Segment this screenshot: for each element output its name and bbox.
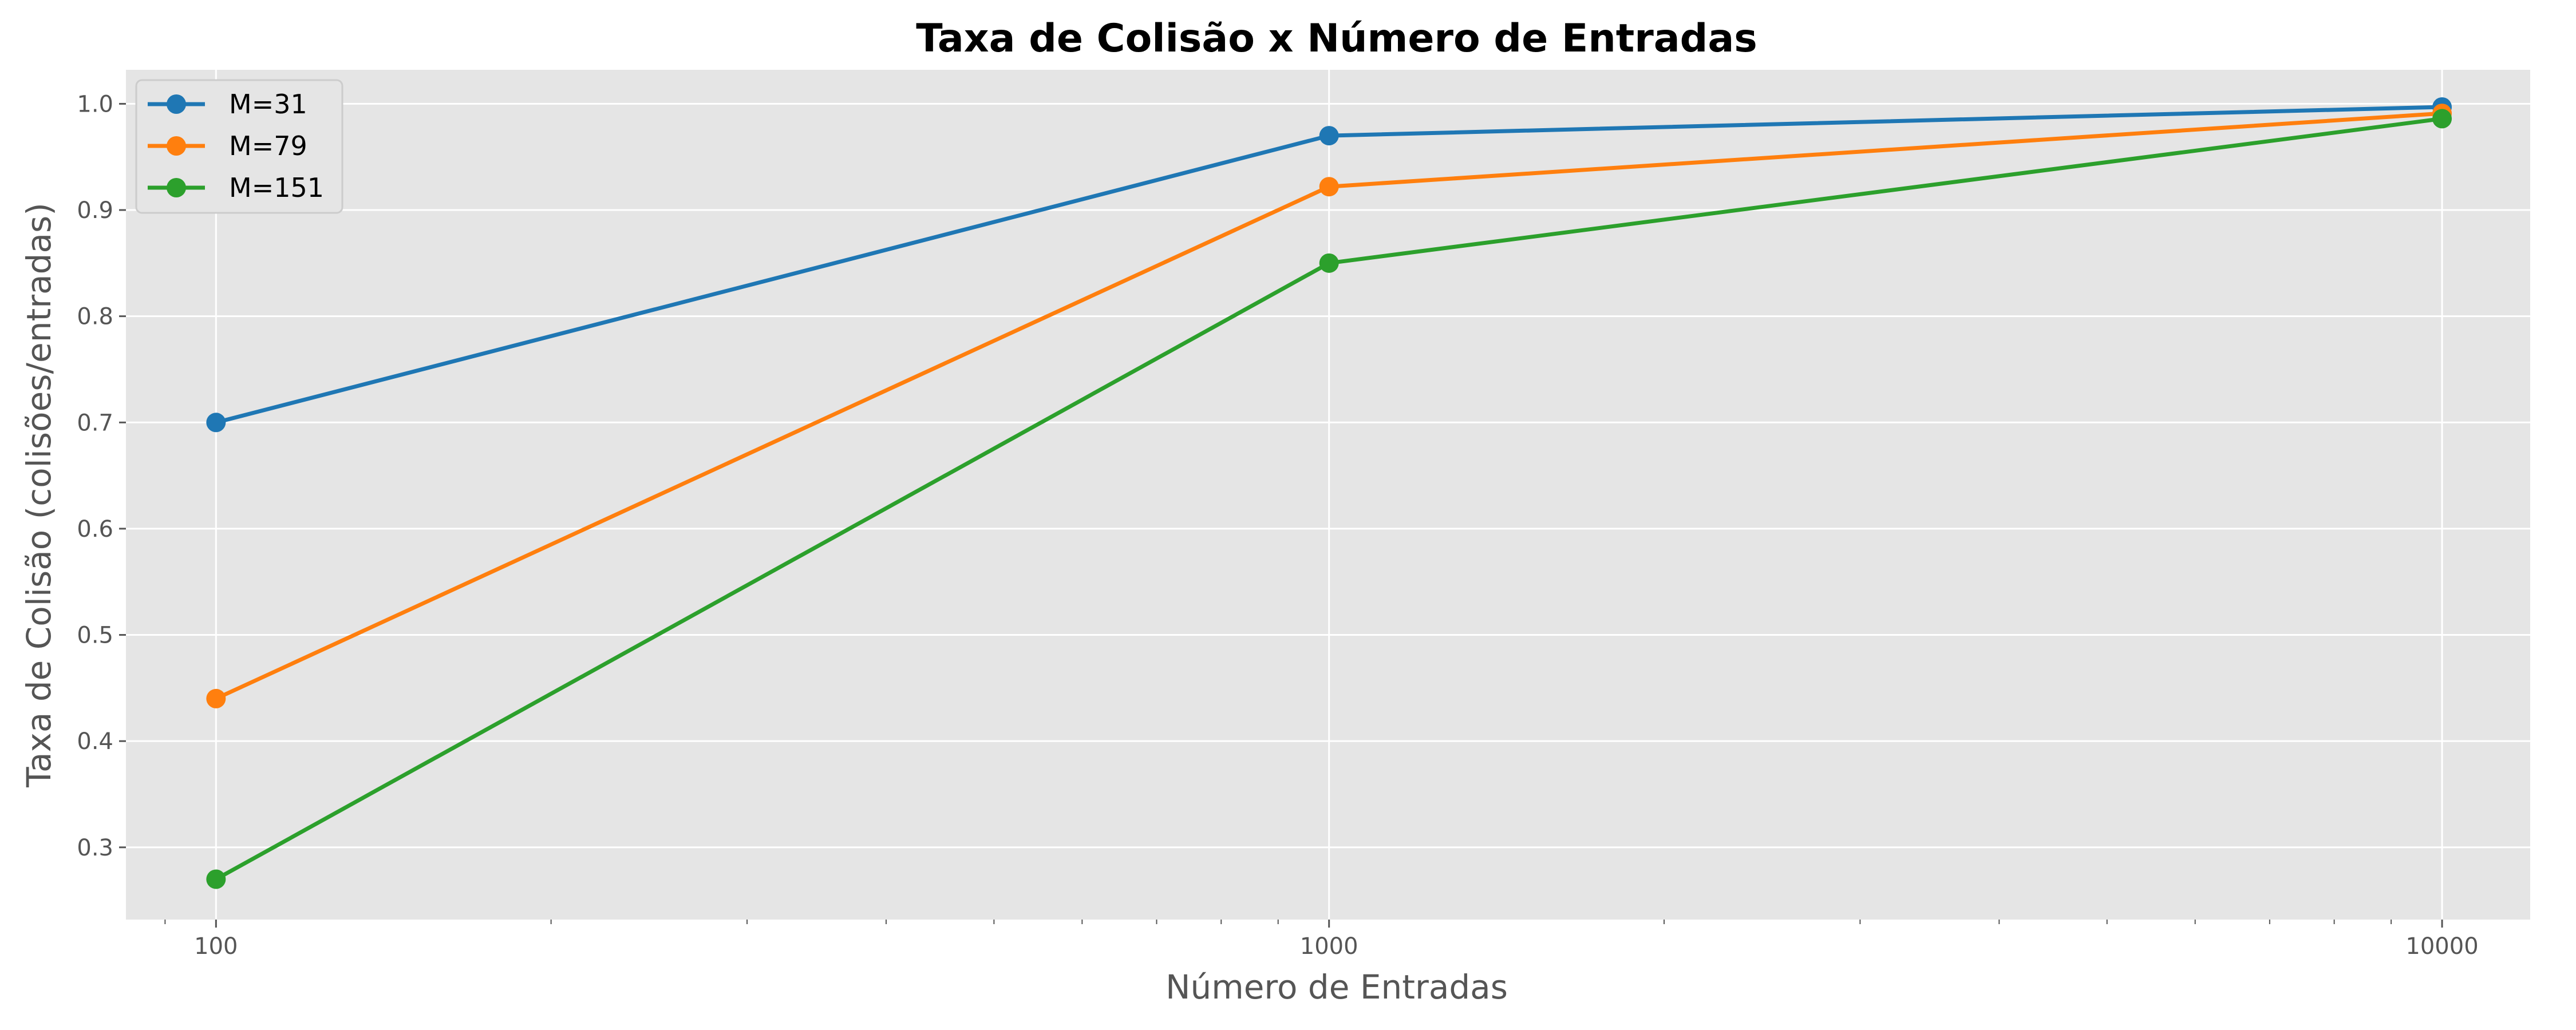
- y-tick-label: 0.6: [77, 516, 113, 542]
- data-point: [206, 869, 226, 889]
- x-tick-label: 100: [194, 933, 238, 960]
- y-tick-label: 0.3: [77, 835, 113, 861]
- x-tick-label: 10000: [2405, 933, 2478, 960]
- chart-title: Taxa de Colisão x Número de Entradas: [916, 16, 1757, 61]
- legend-marker: [167, 178, 186, 197]
- y-tick-label: 0.7: [77, 410, 113, 436]
- legend-item: M=79: [148, 130, 307, 161]
- legend-marker: [167, 94, 186, 114]
- data-point: [1319, 253, 1339, 273]
- legend-label: M=151: [229, 172, 324, 203]
- legend-item: M=151: [148, 172, 324, 203]
- y-tick-label: 0.5: [77, 623, 113, 649]
- y-tick-label: 0.9: [77, 197, 113, 224]
- legend-box: [135, 79, 343, 214]
- data-point: [206, 688, 226, 708]
- y-tick-label: 0.8: [77, 304, 113, 330]
- data-point: [1319, 177, 1339, 197]
- legend: M=31 M=79 M=151: [135, 79, 343, 214]
- legend-label: M=79: [229, 130, 307, 161]
- y-tick-label: 1.0: [77, 91, 113, 117]
- series-m-151: [206, 109, 2452, 889]
- legend-marker: [167, 136, 186, 156]
- legend-item: M=31: [148, 89, 307, 120]
- y-tick-label: 0.4: [77, 728, 113, 755]
- x-minor-ticks: [164, 920, 2392, 924]
- plot-background: [126, 70, 2530, 920]
- legend-label: M=31: [229, 89, 307, 120]
- x-tick-label: 1000: [1300, 933, 1358, 960]
- y-tick-labels: 0.3 0.4 0.5 0.6 0.7 0.8 0.9 1.0: [77, 91, 126, 861]
- data-point: [1319, 126, 1339, 146]
- data-point: [2432, 109, 2452, 129]
- series-layer: [206, 97, 2452, 889]
- grid: [126, 70, 2530, 920]
- x-axis-label: Número de Entradas: [1165, 968, 1508, 1007]
- data-point: [206, 413, 226, 433]
- y-axis-label: Taxa de Colisão (colisões/entradas): [19, 203, 58, 788]
- x-tick-labels: 100 1000 10000: [194, 920, 2479, 960]
